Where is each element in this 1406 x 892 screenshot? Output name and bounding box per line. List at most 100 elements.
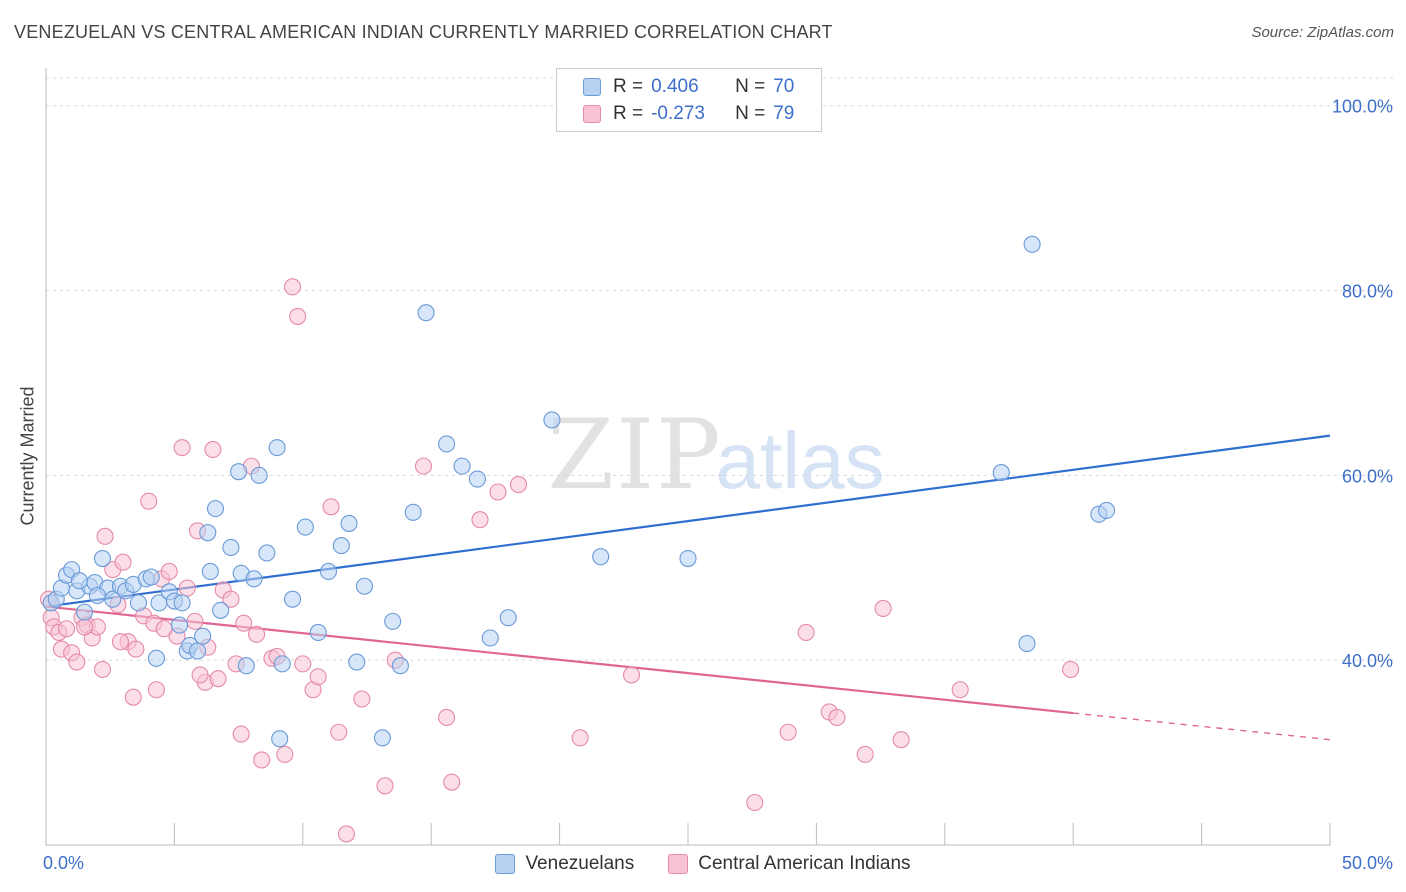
bottom-legend-swatch-pink — [668, 854, 689, 874]
legend-r-value: 0.406 — [651, 76, 699, 97]
legend-n-value: 79 — [773, 103, 795, 124]
venezuelan-point-62 — [271, 730, 289, 748]
central-american-indian-point-58 — [443, 773, 461, 791]
central-american-indian-point-19 — [127, 640, 145, 658]
bottom-legend: Venezuelans Central American Indians — [0, 853, 1406, 875]
y-tick-label-1: 60.0% — [1342, 466, 1393, 486]
legend: R = 0.406 N = 70 R = -0.273 N = 79 — [556, 68, 822, 132]
legend-r-label: R = — [613, 76, 644, 97]
venezuelan-point-22 — [170, 616, 189, 634]
central-american-indian-point-63 — [622, 666, 641, 684]
central-american-indian-point-56 — [414, 457, 433, 475]
venezuelan-point-45 — [332, 537, 350, 555]
central-american-indian-point-74 — [75, 618, 94, 636]
chart-title: VENEZUELAN VS CENTRAL AMERICAN INDIAN CU… — [14, 22, 833, 42]
central-american-indian-point-64 — [746, 793, 764, 812]
venezuelan-point-40 — [273, 655, 291, 673]
central-american-indian-point-38 — [232, 725, 250, 743]
watermark-zip: ZIP — [547, 399, 722, 511]
venezuelan-point-29 — [201, 562, 219, 581]
y-tick-label-0: 40.0% — [1342, 651, 1393, 671]
central-american-indian-point-23 — [147, 681, 165, 699]
central-american-indian-trend-line — [45, 605, 1074, 715]
y-tick-label-2: 80.0% — [1342, 282, 1393, 302]
venezuelan-point-42 — [296, 518, 314, 536]
legend-swatch-pink — [583, 105, 601, 123]
central-american-indian-point-25 — [160, 562, 178, 581]
venezuelan-point-69 — [88, 586, 106, 605]
venezuelan-point-23 — [173, 594, 191, 612]
venezuelan-point-57 — [481, 629, 499, 647]
central-american-indian-point-51 — [330, 723, 348, 741]
legend-row-venezuelans: R = 0.406 N = 70 — [583, 75, 794, 99]
venezuelan-point-48 — [355, 577, 373, 595]
central-american-indian-point-69 — [856, 745, 874, 763]
venezuelan-point-51 — [391, 657, 409, 675]
venezuelan-point-30 — [206, 500, 225, 518]
venezuelan-point-68 — [70, 572, 88, 590]
x-tick-label-0: 0.0% — [43, 853, 84, 873]
venezuelan-point-50 — [384, 612, 402, 630]
venezuelan-point-43 — [309, 623, 327, 642]
venezuelan-point-53 — [417, 304, 435, 322]
venezuelan-point-28 — [199, 524, 217, 542]
central-american-indian-point-28 — [178, 579, 196, 597]
data-points — [40, 235, 1116, 843]
venezuelan-point-61 — [679, 549, 697, 568]
venezuelan-point-33 — [230, 463, 248, 481]
legend-swatch-blue — [583, 78, 601, 96]
venezuelan-point-9 — [93, 549, 112, 568]
venezuelan-point-65 — [1023, 235, 1041, 253]
central-american-indian-point-21 — [140, 492, 158, 510]
central-american-indian-point-13 — [96, 527, 114, 545]
central-american-indian-point-70 — [874, 599, 892, 617]
y-tick-label-3: 100.0% — [1332, 97, 1393, 117]
venezuelan-point-38 — [258, 544, 276, 562]
venezuelan-point-35 — [237, 657, 255, 675]
watermark: ZIP atlas — [547, 399, 884, 511]
legend-n-label: N = — [735, 76, 766, 97]
central-american-indian-point-44 — [276, 745, 294, 763]
central-american-indian-point-57 — [438, 708, 456, 727]
central-american-indian-point-72 — [951, 681, 969, 699]
central-american-indian-point-50 — [322, 498, 340, 516]
venezuelan-point-46 — [340, 514, 358, 532]
venezuelan-point-39 — [268, 439, 286, 457]
venezuelan-point-17 — [142, 568, 160, 586]
venezuelan-point-6 — [75, 603, 94, 621]
central-american-indian-point-42 — [253, 751, 271, 769]
venezuelan-point-63 — [992, 464, 1010, 482]
central-american-indian-point-61 — [509, 476, 528, 494]
legend-n-label: N = — [735, 103, 766, 124]
central-american-indian-point-5 — [57, 620, 76, 638]
central-american-indian-point-33 — [204, 440, 222, 459]
central-american-indian-point-60 — [489, 483, 507, 501]
central-american-indian-point-47 — [294, 655, 312, 673]
central-american-indian-point-66 — [797, 623, 815, 642]
axes — [45, 68, 1331, 846]
venezuelan-point-44 — [319, 562, 338, 581]
central-american-indian-point-27 — [173, 439, 191, 457]
venezuelan-point-27 — [194, 627, 212, 645]
central-american-indian-point-12 — [93, 660, 112, 678]
central-american-indian-point-16 — [114, 553, 132, 571]
central-american-indian-point-39 — [235, 614, 253, 632]
central-american-indian-point-71 — [892, 731, 910, 749]
watermark-atlas: atlas — [716, 416, 885, 505]
central-american-indian-point-75 — [111, 633, 130, 651]
venezuelan-point-52 — [404, 503, 422, 521]
central-american-indian-point-52 — [337, 825, 356, 843]
venezuelan-point-56 — [468, 470, 486, 488]
central-american-indian-point-7 — [68, 653, 86, 671]
legend-n-value: 70 — [773, 76, 795, 97]
central-american-indian-point-34 — [209, 670, 227, 688]
central-american-indian-point-18 — [124, 688, 142, 706]
bottom-legend-label: Venezuelans — [525, 853, 635, 874]
central-american-indian-point-45 — [283, 278, 302, 296]
central-american-indian-point-77 — [191, 666, 209, 684]
legend-row-central-american-indians: R = -0.273 N = 79 — [583, 102, 794, 126]
venezuelan-point-60 — [592, 548, 610, 566]
central-american-indian-point-73 — [1062, 660, 1080, 678]
central-american-indian-point-36 — [222, 590, 240, 608]
venezuelan-point-26 — [188, 642, 207, 660]
